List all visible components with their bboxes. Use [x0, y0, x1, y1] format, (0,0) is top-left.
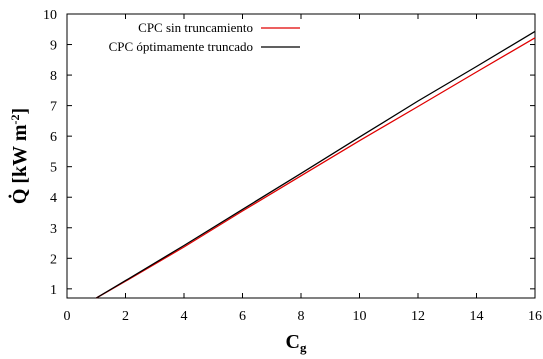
y-axis-title-main: Q̇ [kW m — [7, 124, 31, 204]
plot-frame — [66, 13, 536, 299]
series-line-1 — [95, 37, 536, 299]
x-axis-title: Cg — [286, 331, 307, 355]
x-axis-title-main: C — [286, 331, 300, 353]
y-axis-title-end: ] — [9, 108, 31, 115]
y-tick-label: 9 — [50, 39, 57, 54]
y-tick-label: 2 — [50, 252, 57, 267]
y-axis-ticks: 1 2 3 4 5 6 7 8 9 10 — [43, 8, 535, 298]
x-tick-label: 12 — [411, 309, 425, 324]
y-tick-label: 4 — [50, 191, 57, 206]
y-tick-label: 8 — [50, 69, 57, 84]
x-tick-label: 2 — [122, 309, 129, 324]
x-tick-label: 0 — [64, 309, 71, 324]
series-lines — [95, 30, 536, 299]
x-tick-label: 8 — [298, 309, 305, 324]
y-tick-label: 1 — [50, 283, 57, 298]
y-tick-label: 3 — [50, 222, 57, 237]
x-axis-title-subscript: g — [300, 340, 307, 355]
x-tick-label: 4 — [181, 309, 188, 324]
x-tick-label: 10 — [353, 309, 367, 324]
y-axis-title: Q̇ [kW m-2] — [7, 108, 31, 204]
legend-label-2: CPC óptimamente truncado — [109, 39, 253, 54]
x-tick-label: 16 — [528, 309, 542, 324]
x-tick-label: 6 — [239, 309, 246, 324]
series-line-2 — [95, 30, 536, 299]
y-tick-label: 6 — [50, 130, 57, 145]
y-axis-title-superscript: -2 — [8, 115, 22, 125]
y-tick-label: 10 — [43, 8, 57, 23]
x-tick-label: 14 — [470, 309, 484, 324]
legend: CPC sin truncamiento CPC óptimamente trun… — [109, 20, 300, 54]
y-tick-label: 5 — [50, 161, 57, 176]
x-axis-ticks: 0 2 4 6 8 10 12 14 16 — [64, 14, 542, 324]
legend-label-1: CPC sin truncamiento — [138, 20, 253, 35]
y-tick-label: 7 — [50, 100, 57, 115]
